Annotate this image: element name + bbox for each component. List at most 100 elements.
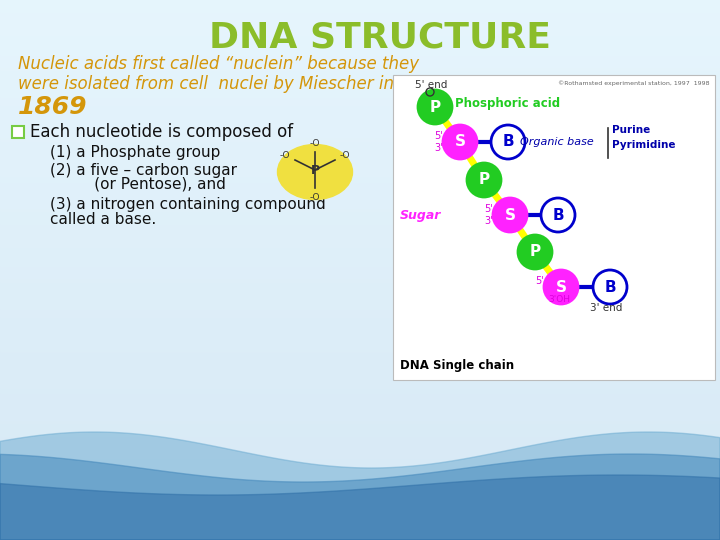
Bar	[0, 29, 720, 30]
Bar	[0, 246, 720, 247]
Bar	[0, 387, 720, 388]
Bar	[0, 18, 720, 19]
Bar	[0, 212, 720, 213]
Bar	[0, 520, 720, 521]
Text: Phosphoric acid: Phosphoric acid	[455, 98, 560, 111]
Bar	[0, 300, 720, 301]
Bar	[0, 214, 720, 215]
Bar	[0, 511, 720, 512]
Text: 5': 5'	[535, 276, 544, 286]
Bar	[0, 119, 720, 120]
Bar	[0, 204, 720, 205]
Bar	[0, 400, 720, 401]
Bar	[0, 332, 720, 333]
Bar	[0, 514, 720, 515]
Text: B: B	[502, 134, 514, 150]
Text: Each nucleotide is composed of: Each nucleotide is composed of	[30, 123, 293, 141]
Bar	[0, 272, 720, 273]
Bar	[0, 386, 720, 387]
Bar	[0, 513, 720, 514]
Bar	[0, 227, 720, 228]
Bar	[0, 250, 720, 251]
Bar	[0, 144, 720, 145]
Bar	[0, 393, 720, 394]
Bar	[0, 515, 720, 516]
Bar	[0, 217, 720, 218]
Bar	[0, 251, 720, 252]
Bar	[0, 26, 720, 27]
Bar	[0, 170, 720, 171]
Bar	[0, 429, 720, 430]
Text: (3) a nitrogen containing compound: (3) a nitrogen containing compound	[50, 197, 325, 212]
Bar	[0, 430, 720, 431]
Bar	[0, 38, 720, 39]
Bar	[0, 455, 720, 456]
Bar	[0, 66, 720, 67]
Bar	[0, 9, 720, 10]
Bar	[0, 319, 720, 320]
Bar	[0, 180, 720, 181]
Bar	[0, 516, 720, 517]
Bar	[0, 87, 720, 88]
Bar	[0, 399, 720, 400]
Bar	[0, 83, 720, 84]
Bar	[0, 197, 720, 198]
Bar	[0, 89, 720, 90]
Bar	[0, 194, 720, 195]
Text: -O: -O	[310, 192, 320, 201]
Bar	[0, 271, 720, 272]
Bar	[0, 437, 720, 438]
Bar	[0, 185, 720, 186]
Bar	[0, 403, 720, 404]
Circle shape	[544, 270, 578, 304]
Bar	[0, 199, 720, 200]
FancyBboxPatch shape	[393, 75, 715, 380]
Bar	[0, 508, 720, 509]
Bar	[0, 134, 720, 135]
Bar	[0, 129, 720, 130]
Bar	[0, 174, 720, 175]
Bar	[0, 259, 720, 260]
Bar	[0, 354, 720, 355]
Bar	[0, 3, 720, 4]
Text: P: P	[310, 164, 320, 177]
Bar	[0, 394, 720, 395]
Circle shape	[491, 125, 525, 159]
Bar	[0, 282, 720, 283]
Bar	[0, 168, 720, 169]
Bar	[0, 160, 720, 161]
Bar	[0, 409, 720, 410]
Bar	[0, 424, 720, 425]
Bar	[0, 472, 720, 473]
Bar	[0, 448, 720, 449]
Bar	[0, 33, 720, 34]
Bar	[0, 381, 720, 382]
Bar	[0, 318, 720, 319]
Text: 3': 3'	[434, 143, 443, 153]
Bar	[0, 76, 720, 77]
Bar	[0, 23, 720, 24]
Bar	[0, 306, 720, 307]
Bar	[0, 258, 720, 259]
Bar	[0, 31, 720, 32]
Bar	[0, 315, 720, 316]
Bar	[0, 385, 720, 386]
Bar	[0, 203, 720, 204]
Bar	[0, 239, 720, 240]
Bar	[0, 495, 720, 496]
Bar	[0, 117, 720, 118]
Bar	[0, 238, 720, 239]
Circle shape	[467, 163, 501, 197]
Bar	[0, 138, 720, 139]
Text: 3'OH: 3'OH	[548, 295, 570, 305]
Bar	[0, 349, 720, 350]
Bar	[0, 223, 720, 224]
Bar	[0, 178, 720, 179]
Bar	[0, 337, 720, 338]
Bar	[0, 264, 720, 265]
Bar	[0, 105, 720, 106]
Bar	[0, 99, 720, 100]
Bar	[0, 510, 720, 511]
Bar	[0, 154, 720, 155]
Bar	[0, 136, 720, 137]
